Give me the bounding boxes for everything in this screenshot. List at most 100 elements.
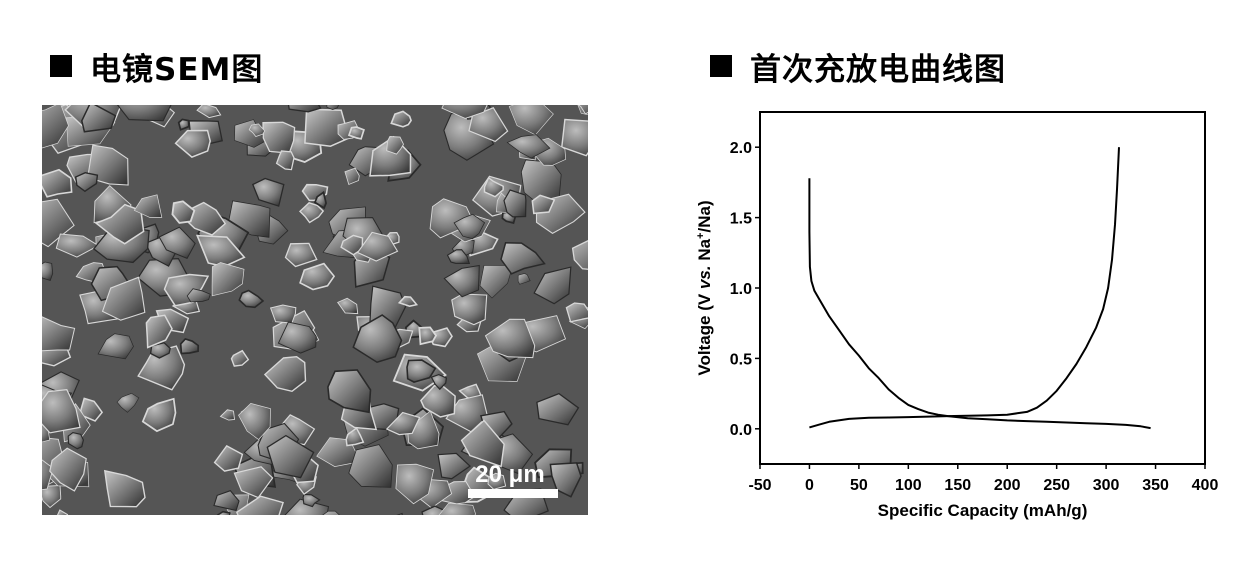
sem-grain (386, 136, 405, 155)
sem-grain (94, 203, 145, 245)
sem-grain (390, 110, 412, 128)
sem-grain (445, 394, 489, 433)
sem-heading-title: 电镜SEM图 (90, 51, 264, 88)
sem-grain (213, 490, 240, 512)
sem-grain (344, 167, 360, 186)
chart-svg: -50 0 50 100 150 200 250 300 350 400 0.0 0.5 1.0 1.5… (695, 111, 1218, 520)
sem-grain (196, 102, 222, 119)
x-tick-label: 0 (805, 477, 814, 494)
sem-grain (565, 302, 594, 323)
plot-frame (759, 111, 1206, 465)
series-line-charge (809, 147, 1120, 429)
y-tick-label: 1.0 (730, 281, 752, 298)
sem-grain (38, 168, 73, 198)
sem-grain (347, 126, 365, 140)
sem-grain (500, 242, 546, 275)
x-tick-label: -50 (748, 477, 771, 494)
x-tick-label: 300 (1093, 477, 1120, 494)
sem-grain (74, 171, 99, 193)
sem-grain (103, 469, 146, 508)
sem-grain (179, 338, 200, 355)
sem-grain (67, 432, 84, 450)
sem-grain (101, 276, 146, 321)
y-tick-label: 0.5 (730, 351, 752, 368)
sem-micrograph-image: 20 μm (16, 78, 625, 536)
sem-grain (97, 333, 134, 360)
charge-discharge-chart: -50 0 50 100 150 200 250 300 350 400 0.0 0.5 1.0 1.5… (690, 100, 1230, 560)
sem-grain (484, 318, 536, 359)
sem-grain (55, 233, 100, 258)
sem-grain (406, 359, 437, 383)
sem-grain (141, 397, 177, 433)
sem-grain (145, 314, 173, 349)
x-tick-label: 250 (1043, 477, 1070, 494)
sem-grain (549, 462, 582, 498)
sem-grain (177, 118, 190, 131)
sem-grain (137, 345, 186, 391)
x-tick-label: 400 (1192, 477, 1219, 494)
sem-grain (262, 121, 296, 154)
sem-grain (34, 261, 54, 282)
y-tick-label: 2.0 (730, 140, 752, 157)
x-axis-ticks: -50 0 50 100 150 200 250 300 350 400 (748, 464, 1218, 494)
sem-grain (337, 297, 359, 315)
sem-grain (219, 409, 236, 421)
chart-series (808, 147, 1151, 430)
sem-heading: 电镜SEM图 (50, 42, 263, 90)
x-tick-label: 150 (944, 477, 971, 494)
black-square-icon (50, 55, 72, 77)
chart-heading: 首次充放电曲线图 (710, 42, 1006, 90)
y-axis-label-sup: + (695, 232, 707, 238)
sem-grain (284, 242, 318, 268)
x-tick-label: 100 (895, 477, 922, 494)
sem-grain (430, 373, 448, 391)
y-tick-label: 0.0 (730, 422, 752, 439)
sem-grain (356, 231, 399, 262)
sem-grain (437, 452, 471, 480)
sem-grain (385, 411, 421, 436)
sem-grain (299, 262, 336, 291)
sem-grain (460, 419, 505, 468)
sem-grain (49, 447, 87, 492)
sem-grain (533, 266, 572, 305)
sem-grain (536, 392, 580, 426)
sem-grain (443, 264, 480, 298)
sem-grain (81, 101, 117, 133)
sem-grain (506, 134, 551, 159)
sem-grain (248, 123, 266, 137)
sem-grain (238, 289, 265, 309)
sem-micrograph: 20 μm (16, 78, 625, 536)
y-axis-label-post: Na (695, 238, 714, 265)
x-tick-label: 350 (1142, 477, 1169, 494)
y-axis-ticks: 0.0 0.5 1.0 1.5 2.0 (730, 140, 760, 439)
black-square-icon (710, 55, 732, 77)
y-axis-label-pre: Voltage (V (695, 289, 714, 376)
sem-grain (116, 392, 140, 413)
sem-grain (397, 295, 419, 308)
sem-grain (348, 444, 393, 488)
sem-grain (313, 190, 327, 210)
sem-grain (517, 273, 531, 285)
sem-grain (395, 463, 435, 505)
sem-grain (418, 326, 438, 346)
scale-bar (468, 489, 558, 498)
sem-grain (503, 189, 527, 218)
sem-grain (531, 194, 556, 215)
sem-grain (327, 369, 372, 414)
y-axis-label-italic: vs. (695, 265, 714, 289)
x-tick-label: 200 (994, 477, 1021, 494)
sem-grain (211, 262, 245, 297)
sem-grain (302, 493, 321, 508)
sem-grain (233, 466, 274, 499)
sem-grain (174, 129, 211, 158)
sem-grain (352, 314, 403, 364)
sem-grain (487, 472, 507, 490)
sem-grain (269, 304, 297, 324)
sem-grain (479, 265, 514, 299)
sem-grain (158, 226, 196, 260)
sem-grain (213, 444, 244, 472)
sem-grain (446, 249, 471, 264)
sem-grain (234, 119, 266, 148)
sem-grain (149, 342, 171, 359)
sem-grain (345, 427, 365, 447)
